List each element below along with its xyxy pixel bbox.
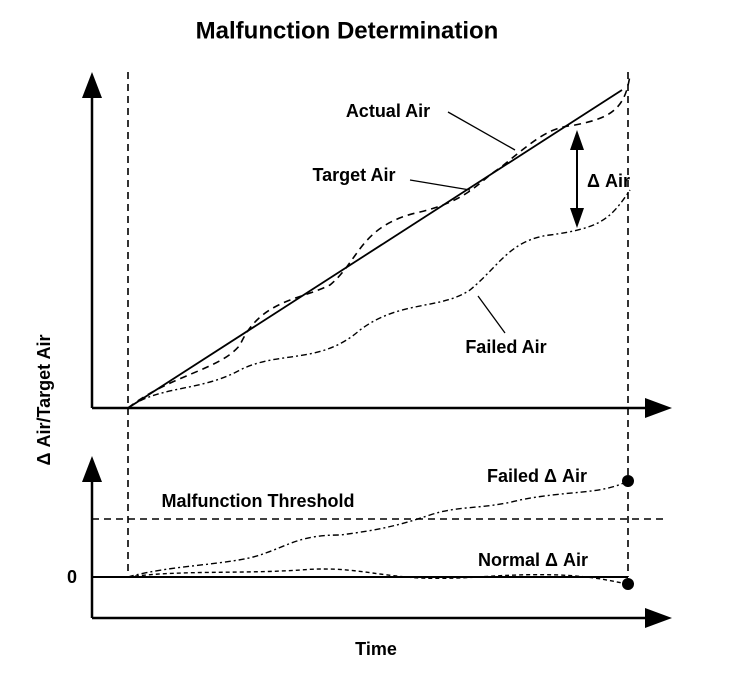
failed-end-dot [622, 475, 634, 487]
failed-air-curve [127, 189, 631, 409]
failed-delta-label: Failed Δ Air [487, 466, 587, 486]
lower-axes [82, 456, 672, 628]
title: Malfunction Determination [196, 17, 499, 44]
failed-air-label: Failed Air [465, 337, 546, 357]
delta-arrow [570, 130, 584, 228]
threshold-label: Malfunction Threshold [162, 491, 355, 511]
actual-air-curve [127, 74, 631, 409]
zero-label: 0 [67, 567, 77, 587]
normal-end-dot [622, 578, 634, 590]
leader [447, 111, 516, 151]
leader [409, 179, 471, 191]
failed-delta-curve [127, 480, 629, 578]
normal-delta-curve [127, 568, 629, 585]
target-air-label: Target Air [312, 165, 395, 185]
leader [477, 295, 506, 334]
y-axis-label: Δ Air/Target Air [34, 335, 54, 466]
delta-air-label: Δ Air [587, 171, 630, 191]
x-axis-label: Time [355, 639, 397, 659]
target-air-line [127, 89, 623, 409]
normal-delta-label: Normal Δ Air [478, 550, 588, 570]
upper-axes [82, 72, 672, 418]
actual-air-label: Actual Air [346, 101, 430, 121]
